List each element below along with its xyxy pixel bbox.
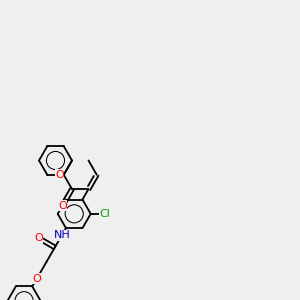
Text: NH: NH bbox=[53, 230, 70, 240]
Text: O: O bbox=[32, 274, 41, 284]
Text: O: O bbox=[58, 201, 67, 211]
Text: Cl: Cl bbox=[100, 209, 111, 219]
Text: O: O bbox=[55, 170, 64, 180]
Text: O: O bbox=[34, 233, 43, 243]
